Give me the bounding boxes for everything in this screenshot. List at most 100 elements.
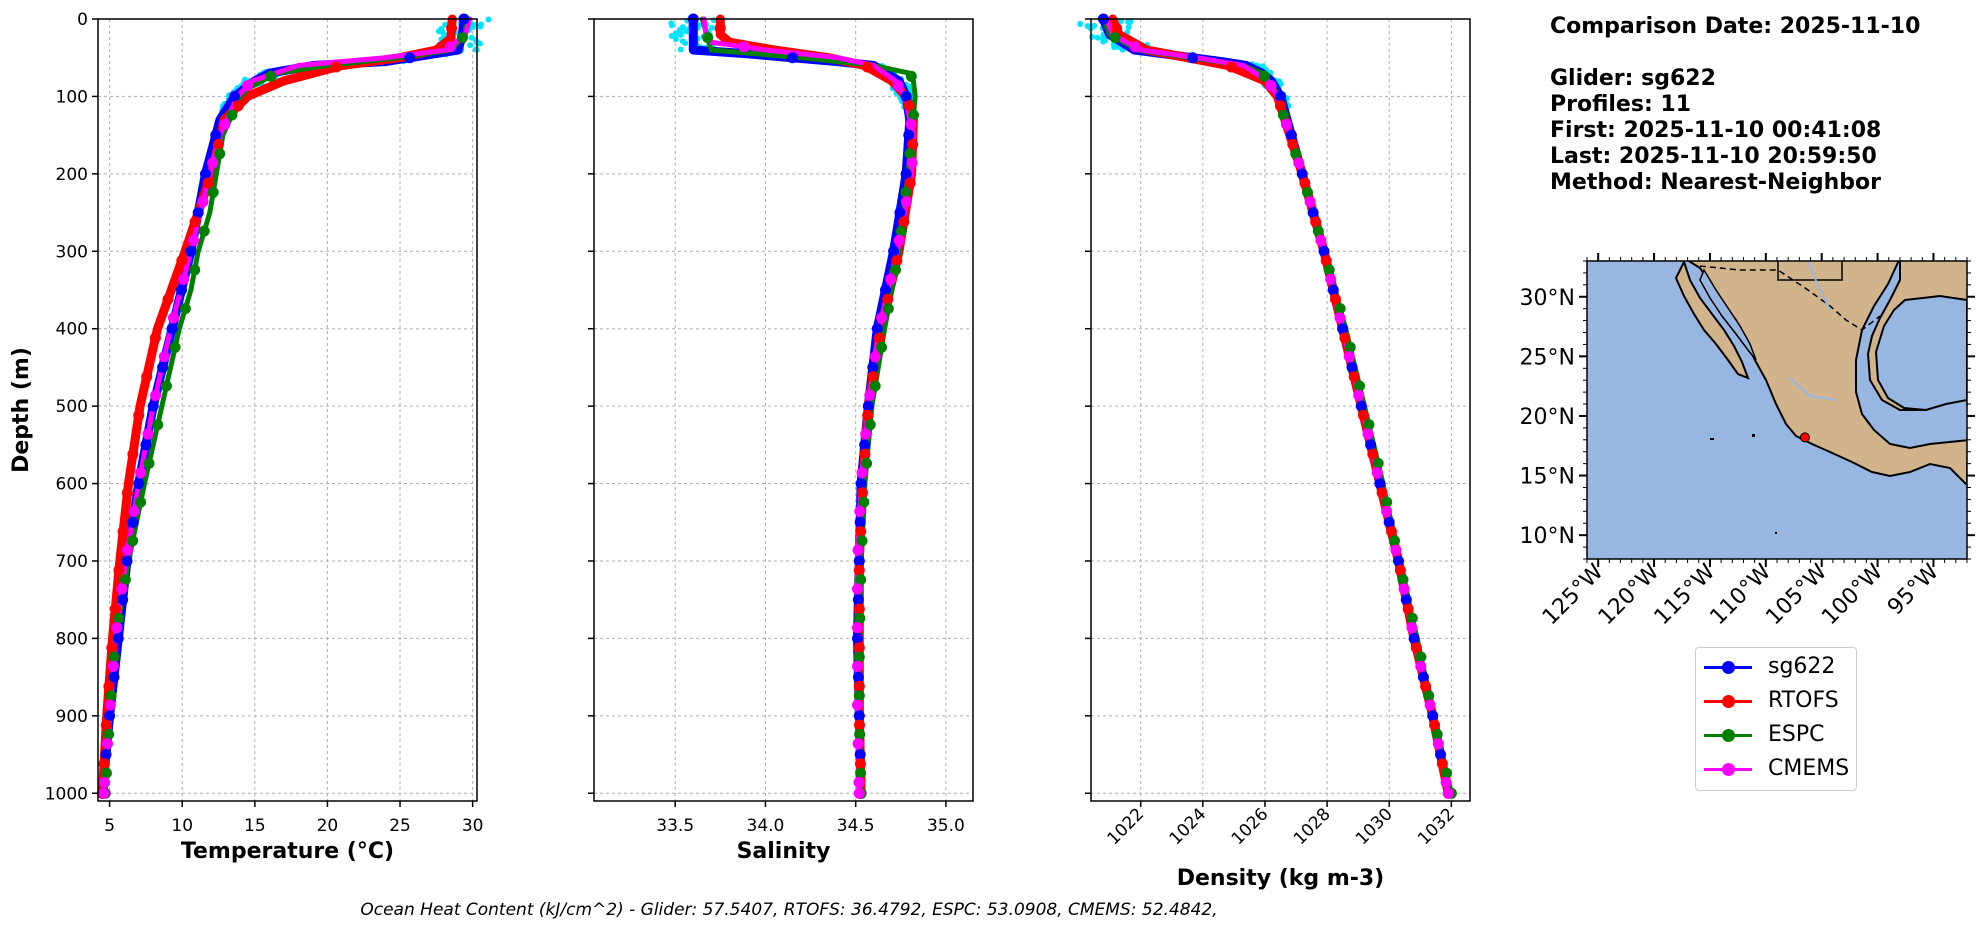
glider-location-marker — [1799, 432, 1810, 443]
x-tick-label: 1022 — [1104, 804, 1149, 849]
series-marker-espc — [1344, 341, 1356, 353]
series-marker-sg622 — [900, 168, 912, 180]
series-marker-rtofs — [853, 603, 865, 615]
raw-glider-point — [1277, 80, 1284, 87]
series-marker-rtofs — [1367, 448, 1379, 460]
series-marker-sg622 — [200, 168, 211, 180]
last-time: Last: 2025-11-10 20:59:50 — [1550, 144, 1877, 169]
series-marker-rtofs — [109, 603, 121, 615]
series-marker-sg622 — [1365, 439, 1377, 451]
series-marker-cmems — [107, 660, 119, 672]
series-marker-sg622 — [140, 439, 152, 451]
series-marker-espc — [100, 767, 112, 779]
map-lon-label: 125°W — [1538, 559, 1609, 630]
series-marker-rtofs — [1386, 526, 1397, 538]
series-marker-sg622 — [1383, 516, 1395, 528]
x-tick-label: 20 — [317, 816, 339, 836]
raw-glider-point — [672, 30, 679, 37]
series-marker-espc — [179, 303, 191, 315]
series-marker-cmems — [1129, 41, 1141, 53]
series-marker-sg622 — [853, 555, 865, 567]
series-marker-espc — [1312, 225, 1324, 237]
series-marker-espc — [854, 728, 866, 740]
series-marker-cmems — [860, 428, 872, 440]
series-marker-rtofs — [903, 100, 915, 112]
series-marker-espc — [226, 109, 238, 121]
raw-glider-point — [1077, 21, 1084, 27]
series-marker-rtofs — [857, 487, 868, 499]
legend-label: RTOFS — [1768, 688, 1839, 713]
raw-glider-point — [668, 20, 675, 27]
x-axis-label: Salinity — [737, 839, 831, 864]
series-marker-cmems — [128, 505, 140, 517]
series-marker-cmems — [102, 738, 113, 750]
series-marker-rtofs — [714, 22, 726, 34]
series-marker-rtofs — [907, 138, 919, 150]
series-marker-espc — [908, 109, 919, 121]
raw-glider-point — [485, 16, 492, 23]
series-marker-rtofs — [149, 332, 161, 344]
ohc-footer: Ocean Heat Content (kJ/cm^2) - Glider: 5… — [360, 900, 1218, 920]
series-marker-rtofs — [1358, 409, 1369, 421]
legend-marker-espc — [1722, 729, 1735, 742]
series-marker-rtofs — [133, 409, 145, 421]
series-marker-cmems — [905, 118, 917, 130]
series-marker-sg622 — [133, 478, 145, 490]
x-tick-label: 30 — [462, 816, 484, 836]
x-axis-label: Density (kg m-3) — [1177, 866, 1385, 891]
series-marker-espc — [890, 264, 901, 276]
series-marker-espc — [858, 496, 870, 508]
axes-frame — [97, 18, 478, 802]
series-marker-cmems — [1280, 118, 1292, 130]
map-island — [1710, 438, 1714, 440]
series-marker-espc — [1290, 148, 1302, 160]
legend-label: sg622 — [1768, 654, 1836, 679]
legend-marker-sg622 — [1722, 661, 1735, 674]
legend-marker-rtofs — [1722, 695, 1735, 708]
series-marker-cmems — [876, 312, 888, 324]
series-marker-sg622 — [852, 632, 863, 644]
series-marker-sg622 — [1393, 555, 1404, 567]
raw-glider-point — [1091, 22, 1098, 29]
series-marker-cmems — [900, 196, 912, 208]
map-lon-label: 115°W — [1650, 559, 1721, 630]
series-marker-cmems — [158, 351, 170, 363]
y-axis-label: Depth (m) — [9, 347, 34, 473]
series-marker-rtofs — [1299, 177, 1311, 189]
profiles-count: Profiles: 11 — [1550, 92, 1692, 117]
raw-glider-point — [677, 46, 684, 53]
series-marker-rtofs — [854, 758, 866, 770]
series-marker-espc — [127, 535, 139, 547]
series-marker-cmems — [1353, 389, 1365, 401]
series-marker-espc — [904, 148, 916, 160]
x-tick-label: 5 — [104, 816, 115, 836]
series-marker-sg622 — [859, 439, 871, 451]
series-marker-sg622 — [862, 400, 874, 412]
series-marker-espc — [265, 70, 277, 82]
series-marker-cmems — [1343, 351, 1355, 363]
series-marker-sg622 — [852, 671, 864, 683]
series-marker-cmems — [98, 787, 110, 799]
series-marker-cmems — [853, 776, 865, 788]
series-marker-rtofs — [103, 680, 115, 692]
series-marker-cmems — [852, 583, 863, 595]
map-lon-label: 95°W — [1883, 559, 1944, 620]
series-marker-rtofs — [232, 100, 244, 112]
series-marker-cmems — [178, 273, 190, 285]
series-marker-espc — [1441, 767, 1452, 779]
axes-frame — [593, 18, 974, 802]
series-marker-cmems — [1265, 80, 1277, 92]
series-marker-cmems — [1432, 738, 1444, 750]
map-lat-label: 20°N — [1520, 405, 1575, 430]
series-marker-cmems — [906, 157, 918, 169]
series-marker-espc — [1372, 457, 1384, 469]
location-map: 10°N 15°N 20°N 25°N 30°N 125°W120°W115°W110°W… — [1520, 253, 1975, 630]
series-marker-cmems — [116, 583, 128, 595]
legend: sg622 RTOFS ESPC CMEMS — [1695, 647, 1857, 791]
series-marker-espc — [1406, 612, 1418, 624]
series-marker-sg622 — [1408, 632, 1420, 644]
series-marker-rtofs — [1111, 22, 1122, 34]
series-marker-espc — [169, 341, 181, 353]
series-marker-sg622 — [900, 90, 912, 102]
series-marker-espc — [1334, 303, 1346, 315]
